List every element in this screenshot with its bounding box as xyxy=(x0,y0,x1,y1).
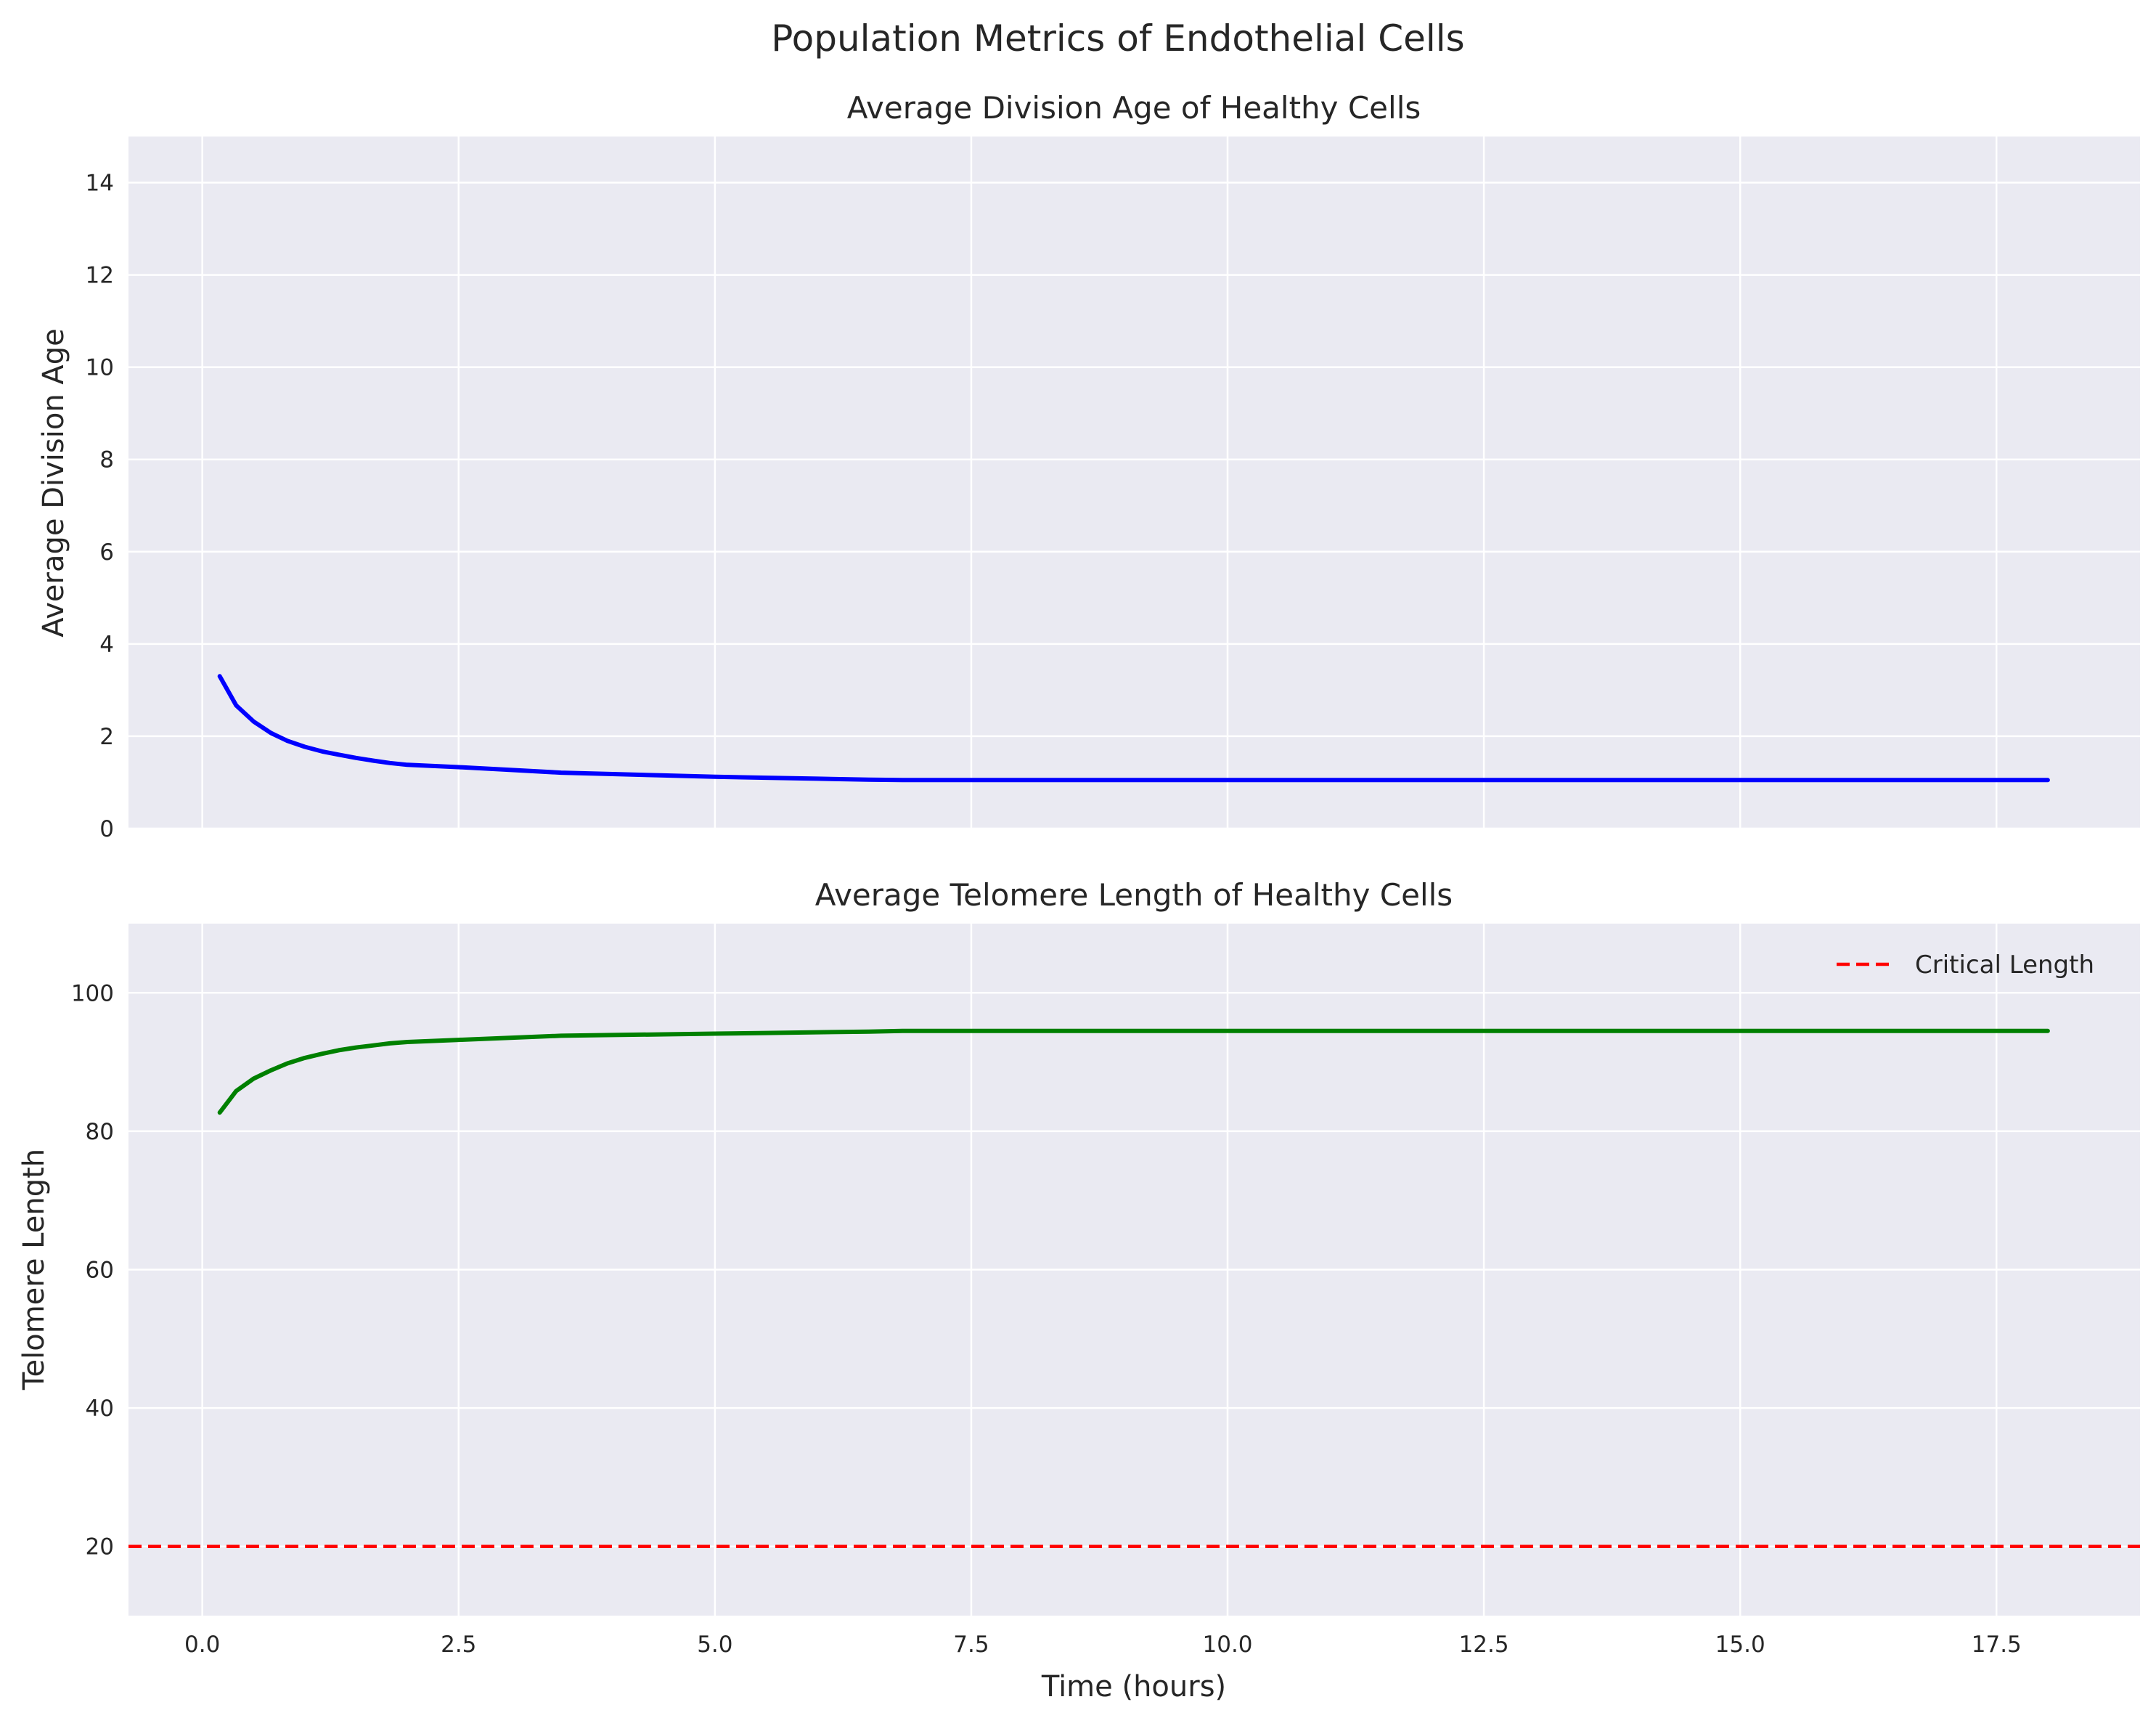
top-y-tick-label: 0 xyxy=(99,816,114,842)
top-y-tick-label: 14 xyxy=(86,171,114,197)
x-tick-label: 10.0 xyxy=(1203,1632,1253,1658)
bottom-y-tick-label: 80 xyxy=(86,1119,114,1145)
top-y-tick-label: 8 xyxy=(99,447,114,473)
top-series-line xyxy=(217,674,2050,783)
bottom-y-tick-label: 100 xyxy=(71,980,114,1006)
bottom-x-ticks: 0.0 2.5 5.0 7.5 10.0 12.5 15.0 17.5 xyxy=(184,1632,2022,1658)
top-y-tick-label: 2 xyxy=(99,724,114,750)
x-tick-label: 15.0 xyxy=(1715,1632,1765,1658)
top-y-ticks: 0 2 4 6 8 10 12 14 xyxy=(86,171,114,842)
bottom-chart: 20 40 60 80 100 0.0 2.5 5.0 7.5 10.0 12.5 15.0 17.5… xyxy=(17,877,2140,1703)
top-chart: 0 2 4 6 8 10 12 14 Average Division Age of Heal… xyxy=(37,90,2140,842)
legend-critical-length-label: Critical Length xyxy=(1915,950,2094,980)
bottom-series-line xyxy=(217,1028,2050,1115)
top-chart-title: Average Division Age of Healthy Cells xyxy=(847,90,1421,126)
bottom-y-tick-label: 60 xyxy=(86,1258,114,1284)
figure-title: Population Metrics of Endothelial Cells xyxy=(771,17,1464,60)
bottom-chart-title: Average Telomere Length of Healthy Cells xyxy=(815,877,1453,913)
x-tick-label: 17.5 xyxy=(1972,1632,2022,1658)
x-axis-label: Time (hours) xyxy=(1041,1670,1226,1703)
x-tick-label: 5.0 xyxy=(697,1632,732,1658)
top-y-tick-label: 10 xyxy=(86,355,114,381)
top-y-tick-label: 12 xyxy=(86,263,114,289)
top-y-tick-label: 6 xyxy=(99,540,114,566)
x-tick-label: 7.5 xyxy=(953,1632,989,1658)
bottom-y-axis-label: Telomere Length xyxy=(17,1149,51,1391)
x-tick-label: 2.5 xyxy=(441,1632,476,1658)
top-plot-area xyxy=(128,137,2140,829)
bottom-y-ticks: 20 40 60 80 100 xyxy=(71,980,114,1560)
bottom-y-tick-label: 40 xyxy=(86,1396,114,1422)
legend: Critical Length xyxy=(1837,950,2094,980)
top-y-tick-label: 4 xyxy=(99,632,114,658)
top-y-axis-label: Average Division Age xyxy=(37,328,70,638)
bottom-y-tick-label: 20 xyxy=(86,1534,114,1560)
top-gridlines xyxy=(128,137,2140,830)
x-tick-label: 0.0 xyxy=(184,1632,220,1658)
x-tick-label: 12.5 xyxy=(1459,1632,1509,1658)
